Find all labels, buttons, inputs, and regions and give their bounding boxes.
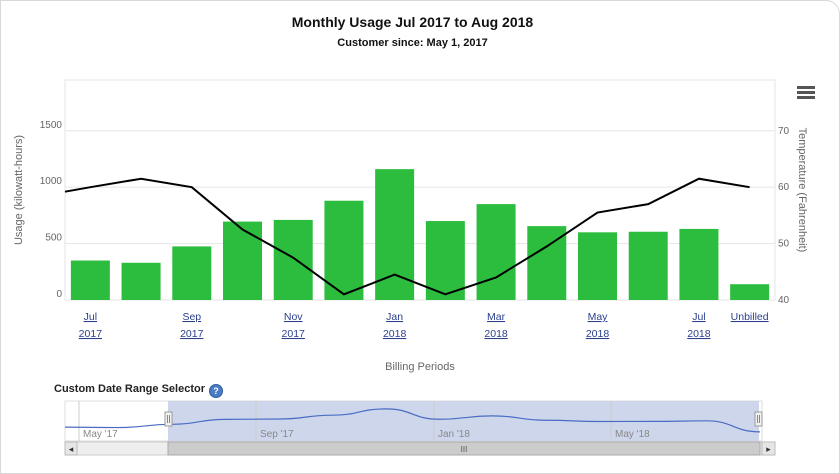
y2-tick-label: 40 xyxy=(778,295,790,306)
range-navigator[interactable]: May '17 Sep '17 Jan '18 May '18 III ◂ ▸ xyxy=(64,400,776,456)
usage-bar[interactable] xyxy=(730,284,770,300)
usage-bar[interactable] xyxy=(324,200,364,300)
usage-bar[interactable] xyxy=(375,169,415,300)
usage-bar[interactable] xyxy=(628,231,668,300)
navigator-label: May '17 xyxy=(83,429,118,440)
scrollbar-thumb[interactable] xyxy=(167,441,761,456)
navigator-series-line xyxy=(64,408,761,433)
navigator-right-handle[interactable] xyxy=(754,411,763,427)
y-tick-label: 0 xyxy=(56,289,62,300)
y-tick-label: 500 xyxy=(45,233,62,244)
date-range-selector-label: Custom Date Range Selector xyxy=(54,383,205,395)
x-tick-year[interactable]: 2018 xyxy=(586,328,610,340)
navigator-label: Jan '18 xyxy=(438,429,470,440)
x-tick-year[interactable]: 2017 xyxy=(79,328,103,340)
navigator-label: Sep '17 xyxy=(260,429,294,440)
x-tick-label[interactable]: Jan xyxy=(386,311,403,323)
y-tick-label: 1000 xyxy=(40,176,63,187)
x-tick-year[interactable]: 2018 xyxy=(383,328,407,340)
usage-bar[interactable] xyxy=(121,262,161,300)
usage-bar[interactable] xyxy=(679,228,719,300)
y-tick-label: 1500 xyxy=(40,120,63,131)
x-tick-year[interactable]: 2017 xyxy=(180,328,204,340)
x-tick-year[interactable]: 2017 xyxy=(282,328,306,340)
x-axis-title: Billing Periods xyxy=(385,361,455,373)
plot-area xyxy=(64,79,776,301)
chart-subtitle: Customer since: May 1, 2017 xyxy=(337,37,488,49)
date-range-selector-title: Custom Date Range Selector? xyxy=(54,383,223,398)
x-tick-label[interactable]: Nov xyxy=(284,311,303,323)
x-tick-year[interactable]: 2018 xyxy=(484,328,508,340)
y2-tick-label: 50 xyxy=(778,239,790,250)
navigator-left-handle[interactable] xyxy=(164,411,173,427)
scroll-right-button[interactable] xyxy=(761,441,776,456)
y2-axis-title: Temperature (Fahrenheit) xyxy=(796,128,808,253)
usage-bar[interactable] xyxy=(223,221,262,300)
usage-bar[interactable] xyxy=(425,221,465,300)
help-icon[interactable]: ? xyxy=(208,384,223,398)
scroll-right-arrow-icon: ▸ xyxy=(766,444,771,454)
scroll-left-button[interactable] xyxy=(64,441,78,456)
y-axis-title: Usage (kilowatt-hours) xyxy=(13,135,25,245)
x-tick-label[interactable]: Sep xyxy=(182,311,201,323)
x-tick-label[interactable]: Jul xyxy=(692,311,705,323)
usage-bar[interactable] xyxy=(476,204,516,300)
usage-bar[interactable] xyxy=(578,232,617,300)
y2-tick-label: 60 xyxy=(778,182,790,193)
usage-bar[interactable] xyxy=(172,246,212,300)
usage-bar[interactable] xyxy=(273,219,313,300)
scroll-left-arrow-icon: ◂ xyxy=(69,444,74,454)
scrollbar-grip: III xyxy=(461,445,468,454)
navigator-label: May '18 xyxy=(615,429,650,440)
temperature-line xyxy=(64,177,750,296)
chart-title: Monthly Usage Jul 2017 to Aug 2018 xyxy=(291,14,534,30)
y2-tick-label: 70 xyxy=(778,126,790,137)
x-tick-label[interactable]: Unbilled xyxy=(731,311,769,323)
x-tick-label[interactable]: May xyxy=(588,311,609,323)
usage-bar[interactable] xyxy=(70,260,110,300)
x-tick-label[interactable]: Mar xyxy=(487,311,506,323)
chart-menu-icon[interactable] xyxy=(797,86,815,100)
x-tick-year[interactable]: 2018 xyxy=(687,328,711,340)
x-tick-label[interactable]: Jul xyxy=(84,311,97,323)
